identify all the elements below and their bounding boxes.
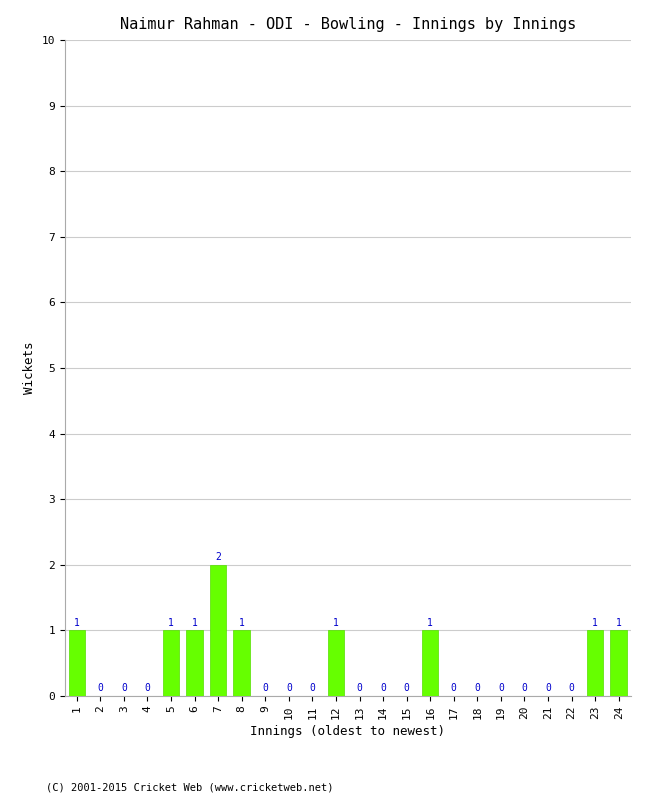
Text: 0: 0 bbox=[521, 683, 527, 694]
Text: 0: 0 bbox=[545, 683, 551, 694]
Text: 0: 0 bbox=[498, 683, 504, 694]
Text: 0: 0 bbox=[263, 683, 268, 694]
Text: 0: 0 bbox=[380, 683, 386, 694]
X-axis label: Innings (oldest to newest): Innings (oldest to newest) bbox=[250, 725, 445, 738]
Bar bbox=[187, 630, 203, 696]
Text: 0: 0 bbox=[309, 683, 315, 694]
Bar bbox=[422, 630, 439, 696]
Title: Naimur Rahman - ODI - Bowling - Innings by Innings: Naimur Rahman - ODI - Bowling - Innings … bbox=[120, 17, 576, 32]
Text: 0: 0 bbox=[404, 683, 410, 694]
Bar bbox=[587, 630, 603, 696]
Text: 1: 1 bbox=[616, 618, 621, 628]
Text: 0: 0 bbox=[121, 683, 127, 694]
Text: 0: 0 bbox=[286, 683, 292, 694]
Bar bbox=[328, 630, 345, 696]
Text: 0: 0 bbox=[474, 683, 480, 694]
Text: 0: 0 bbox=[569, 683, 575, 694]
Text: 1: 1 bbox=[333, 618, 339, 628]
Y-axis label: Wickets: Wickets bbox=[23, 342, 36, 394]
Text: 1: 1 bbox=[592, 618, 598, 628]
Bar bbox=[610, 630, 627, 696]
Text: (C) 2001-2015 Cricket Web (www.cricketweb.net): (C) 2001-2015 Cricket Web (www.cricketwe… bbox=[46, 782, 333, 792]
Bar bbox=[68, 630, 85, 696]
Bar bbox=[162, 630, 179, 696]
Text: 0: 0 bbox=[144, 683, 150, 694]
Text: 0: 0 bbox=[98, 683, 103, 694]
Bar bbox=[210, 565, 226, 696]
Text: 1: 1 bbox=[192, 618, 198, 628]
Text: 1: 1 bbox=[168, 618, 174, 628]
Text: 1: 1 bbox=[427, 618, 433, 628]
Text: 0: 0 bbox=[451, 683, 457, 694]
Bar bbox=[233, 630, 250, 696]
Text: 1: 1 bbox=[74, 618, 80, 628]
Text: 0: 0 bbox=[357, 683, 363, 694]
Text: 1: 1 bbox=[239, 618, 244, 628]
Text: 2: 2 bbox=[215, 552, 221, 562]
